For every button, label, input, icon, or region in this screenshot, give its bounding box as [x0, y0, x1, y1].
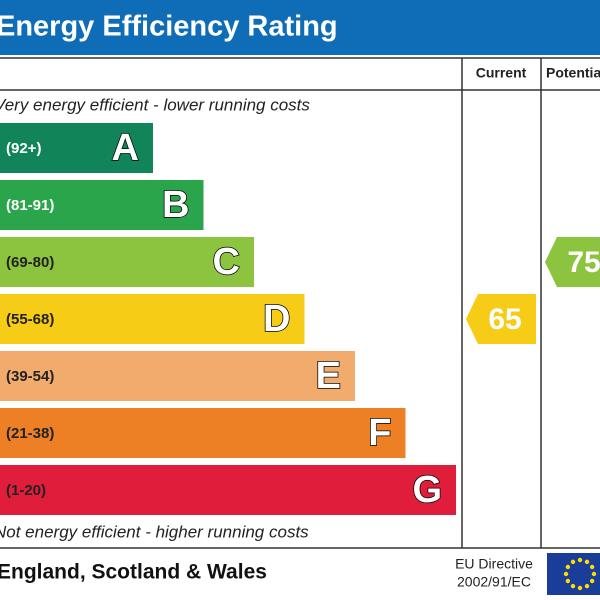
band-range: (55-68)	[6, 311, 54, 328]
eu-star	[565, 564, 571, 570]
band-bar	[0, 465, 456, 515]
eu-star	[584, 583, 590, 589]
eu-star	[563, 571, 569, 577]
eu-star	[589, 578, 595, 584]
band-letter: G	[412, 469, 442, 511]
potential-arrow	[545, 237, 600, 287]
band-range: (1-20)	[6, 482, 46, 499]
directive: EU Directive	[455, 556, 533, 572]
band-letter: A	[112, 127, 139, 169]
eu-star	[584, 559, 590, 565]
band-letter: B	[162, 184, 189, 226]
band-bar	[0, 123, 153, 173]
potential-header: Potential	[546, 65, 600, 81]
title-bar	[0, 0, 600, 55]
band-bar	[0, 294, 305, 344]
current-arrow	[466, 294, 536, 344]
band-letter: E	[316, 355, 341, 397]
band-range: (39-54)	[6, 368, 54, 385]
band-range: (21-38)	[6, 425, 54, 442]
band-bar	[0, 351, 355, 401]
band-bar	[0, 408, 406, 458]
potential-score: 75	[567, 246, 600, 279]
top-note: Very energy efficient - lower running co…	[0, 95, 310, 114]
eu-stars	[563, 557, 597, 591]
eu-star	[570, 583, 576, 589]
eu-star	[577, 557, 583, 563]
band-bar	[0, 237, 254, 287]
eu-star	[589, 564, 595, 570]
band-letter: C	[213, 241, 240, 283]
eu-star	[591, 571, 597, 577]
band-letter: D	[263, 298, 290, 340]
eu-star	[570, 559, 576, 565]
directive: 2002/91/EC	[457, 574, 531, 590]
title: Energy Efficiency Rating	[0, 11, 338, 43]
band-bar	[0, 180, 204, 230]
band-letter: F	[368, 412, 391, 454]
region: England, Scotland & Wales	[0, 561, 267, 584]
current-header: Current	[476, 65, 527, 81]
band-range: (81-91)	[6, 197, 54, 214]
band-range: (69-80)	[6, 254, 54, 271]
bottom-note: Not energy efficient - higher running co…	[0, 522, 309, 541]
band-range: (92+)	[6, 140, 41, 157]
eu-star	[577, 585, 583, 591]
frame	[0, 57, 600, 549]
eu-star	[565, 578, 571, 584]
current-score: 65	[488, 303, 521, 336]
